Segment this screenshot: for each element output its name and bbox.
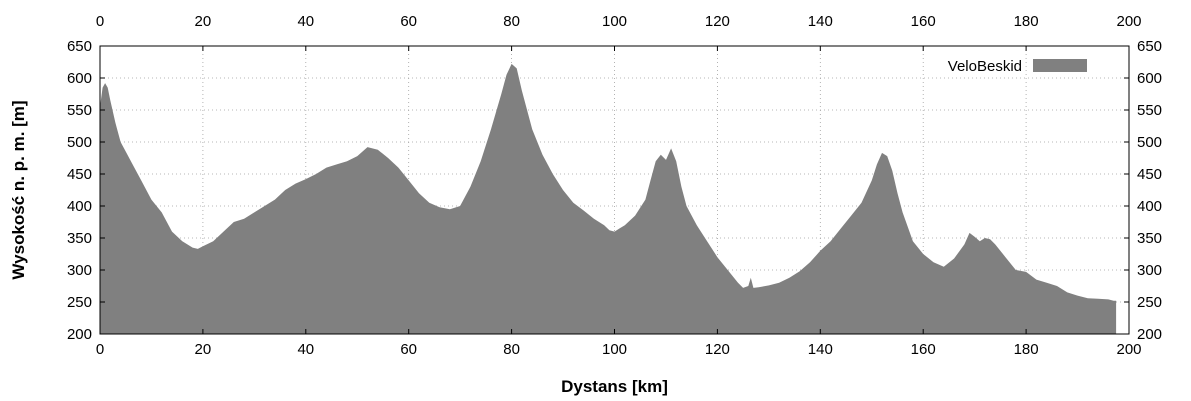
x-tick-label-bottom: 120: [705, 341, 730, 358]
x-tick-label-top: 0: [96, 13, 104, 30]
x-tick-label-top: 100: [602, 13, 627, 30]
axis-ticks: [99, 45, 1130, 335]
x-tick-label-top: 60: [400, 13, 417, 30]
y-tick-label-left: 650: [67, 38, 92, 55]
elevation-area: [100, 63, 1117, 335]
y-tick-label-left: 400: [67, 198, 92, 215]
x-tick-label-bottom: 0: [96, 341, 104, 358]
plot-area: [100, 63, 1117, 335]
axis-tick-labels: 0 0 20 20 40 40 60 60 80 80 100 100 120 120 140 140 160 1…: [67, 13, 1162, 358]
y-tick-label-right: 600: [1137, 70, 1162, 87]
y-tick-label-right: 350: [1137, 230, 1162, 247]
x-tick-label-bottom: 140: [808, 341, 833, 358]
y-axis-title: Wysokość n. p. m. [m]: [9, 100, 28, 279]
x-tick-label-top: 160: [911, 13, 936, 30]
y-tick-label-right: 550: [1137, 102, 1162, 119]
x-tick-label-top: 80: [503, 13, 520, 30]
x-tick-label-bottom: 80: [503, 341, 520, 358]
y-tick-label-left: 250: [67, 294, 92, 311]
y-tick-label-right: 300: [1137, 262, 1162, 279]
legend: VeloBeskid: [948, 58, 1087, 75]
x-tick-label-top: 200: [1116, 13, 1141, 30]
y-tick-label-left: 300: [67, 262, 92, 279]
x-tick-label-top: 40: [297, 13, 314, 30]
y-tick-label-left: 600: [67, 70, 92, 87]
x-tick-label-bottom: 20: [195, 341, 212, 358]
x-tick-label-bottom: 40: [297, 341, 314, 358]
y-tick-label-right: 250: [1137, 294, 1162, 311]
x-tick-label-bottom: 100: [602, 341, 627, 358]
y-tick-label-right: 450: [1137, 166, 1162, 183]
y-tick-label-left: 450: [67, 166, 92, 183]
y-tick-label-right: 400: [1137, 198, 1162, 215]
y-tick-label-left: 350: [67, 230, 92, 247]
y-tick-label-right: 500: [1137, 134, 1162, 151]
x-tick-label-bottom: 60: [400, 341, 417, 358]
x-tick-label-top: 120: [705, 13, 730, 30]
x-tick-label-top: 180: [1014, 13, 1039, 30]
legend-label: VeloBeskid: [948, 58, 1022, 75]
legend-swatch: [1033, 59, 1087, 72]
y-tick-label-left: 550: [67, 102, 92, 119]
x-tick-label-bottom: 180: [1014, 341, 1039, 358]
y-tick-label-left: 200: [67, 326, 92, 343]
x-tick-label-top: 140: [808, 13, 833, 30]
x-tick-label-top: 20: [195, 13, 212, 30]
x-axis-title: Dystans [km]: [561, 377, 668, 396]
y-tick-label-right: 200: [1137, 326, 1162, 343]
x-tick-label-bottom: 200: [1116, 341, 1141, 358]
x-tick-label-bottom: 160: [911, 341, 936, 358]
y-tick-label-left: 500: [67, 134, 92, 151]
y-tick-label-right: 650: [1137, 38, 1162, 55]
